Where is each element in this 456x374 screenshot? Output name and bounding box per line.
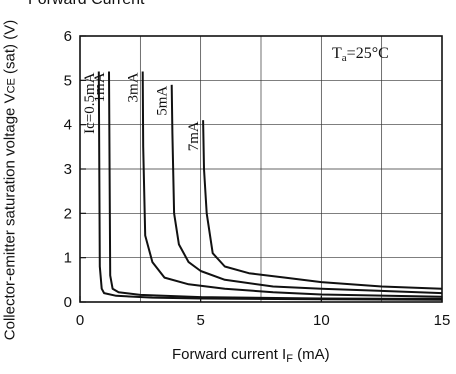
x-axis-label: Forward current IF (mA) xyxy=(172,346,330,365)
x-axis-label-sub: F xyxy=(286,353,293,365)
series-label: 7mA xyxy=(186,121,202,151)
y-tick-label: 0 xyxy=(64,294,72,311)
y-tick-label: 5 xyxy=(64,72,72,89)
series-line xyxy=(202,120,443,290)
series-label: 1mA xyxy=(92,72,108,102)
series-label: 5mA xyxy=(155,86,171,116)
temperature-annotation: Ta=25°C xyxy=(332,45,389,64)
y-tick-label: 1 xyxy=(64,250,72,267)
y-tick-label: 6 xyxy=(64,28,72,45)
x-tick-label: 10 xyxy=(313,312,330,329)
temperature-annotation-sub: a xyxy=(341,52,347,64)
temperature-annotation-rest: =25°C xyxy=(346,45,389,62)
series-line xyxy=(108,71,443,300)
series-line xyxy=(141,71,443,298)
series-line xyxy=(97,71,443,301)
series-label: 3mA xyxy=(126,72,142,102)
x-axis-label-main: Forward current I xyxy=(172,346,287,363)
x-axis-label-unit: (mA) xyxy=(292,346,330,363)
y-tick-label: 2 xyxy=(64,205,72,222)
series-line xyxy=(170,84,443,295)
y-tick-label: 4 xyxy=(64,117,72,134)
y-tick-label: 3 xyxy=(64,161,72,178)
temperature-annotation-main: T xyxy=(332,45,342,62)
chart-title: Forward Current xyxy=(28,0,144,9)
x-tick-label: 15 xyxy=(434,312,451,329)
series-label: Ic=0.5mA xyxy=(82,72,98,134)
x-tick-label: 5 xyxy=(196,312,204,329)
x-tick-label: 0 xyxy=(76,312,84,329)
